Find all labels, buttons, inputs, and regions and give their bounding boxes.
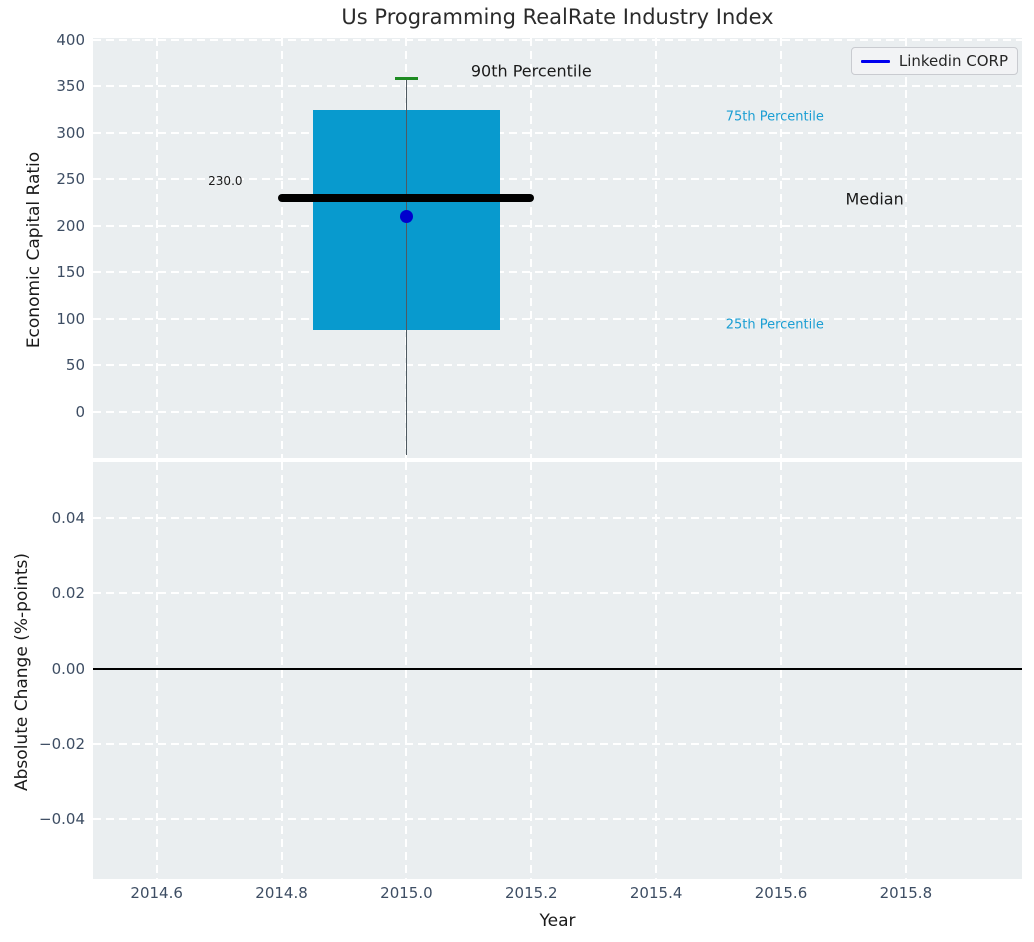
gridline-vertical <box>155 38 158 458</box>
y-tick-label: 250 <box>56 170 85 189</box>
gridline-vertical <box>655 462 658 879</box>
legend: Linkedin CORP <box>851 47 1018 75</box>
gridline-horizontal <box>93 131 1022 134</box>
x-tick-label: 2015.0 <box>380 884 433 902</box>
y-tick-label: 100 <box>56 309 85 328</box>
y-tick-label: −0.04 <box>39 810 85 829</box>
gridline-vertical <box>904 38 907 458</box>
gridline-horizontal <box>93 410 1022 413</box>
median-line <box>278 194 535 202</box>
x-tick-label: 2015.8 <box>879 884 933 902</box>
y-tick-label: 0 <box>75 402 85 421</box>
gridline-horizontal <box>93 317 1022 320</box>
bottom-y-axis-label: Absolute Change (%-points) <box>12 553 32 791</box>
top-axes-economic-capital-ratio: 90th Percentile 75th Percentile Median 25th… <box>93 38 1022 458</box>
gridline-vertical <box>780 38 782 458</box>
gridline-vertical <box>280 462 283 879</box>
y-tick-label: 150 <box>56 263 85 282</box>
gridline-vertical <box>530 462 533 879</box>
y-tick-label: 200 <box>56 216 85 235</box>
gridline-horizontal <box>93 517 1022 520</box>
x-axis-label: Year <box>539 911 576 931</box>
y-tick-label: 350 <box>56 77 85 96</box>
top-y-axis-label: Economic Capital Ratio <box>24 151 44 349</box>
gridline-vertical <box>655 38 658 458</box>
y-tick-label: 0.04 <box>51 509 85 528</box>
gridline-horizontal <box>93 271 1022 274</box>
annotation-p25-label: 25th Percentile <box>725 317 824 333</box>
x-tick-label: 2015.4 <box>629 884 683 902</box>
y-tick-label: 400 <box>56 30 85 49</box>
annotation-median-label: Median <box>845 189 904 209</box>
chart-title: Us Programming RealRate Industry Index <box>341 5 774 29</box>
legend-line-swatch <box>861 59 890 63</box>
annotation-p75-label: 75th Percentile <box>725 109 824 125</box>
gridline-horizontal <box>93 364 1022 367</box>
gridline-horizontal <box>93 224 1022 227</box>
bottom-axes-absolute-change <box>93 462 1022 879</box>
gridline-horizontal <box>93 818 1022 821</box>
legend-label: Linkedin CORP <box>898 52 1008 70</box>
gridline-vertical <box>280 38 283 458</box>
y-tick-label: −0.02 <box>39 734 85 753</box>
gridline-horizontal <box>93 178 1022 181</box>
gridline-horizontal <box>93 38 1022 41</box>
annotation-p90-label: 90th Percentile <box>470 61 592 81</box>
x-tick-label: 2015.6 <box>754 884 808 902</box>
x-tick-label: 2015.2 <box>505 884 558 902</box>
y-tick-label: 50 <box>65 356 85 375</box>
gridline-horizontal <box>93 85 1022 88</box>
y-tick-label: 0.00 <box>51 659 85 678</box>
p90-cap <box>394 76 419 80</box>
x-tick-label: 2014.8 <box>255 884 308 902</box>
gridline-horizontal <box>93 592 1022 595</box>
zero-change-line <box>93 667 1022 670</box>
y-tick-label: 300 <box>56 123 85 142</box>
gridline-vertical <box>530 38 533 458</box>
y-tick-label: 0.02 <box>51 584 85 603</box>
x-tick-label: 2014.6 <box>130 884 183 902</box>
gridline-vertical <box>405 462 408 879</box>
company-data-point <box>399 210 413 224</box>
gridline-vertical <box>904 462 907 879</box>
gridline-vertical <box>780 462 782 879</box>
whisker-line <box>405 78 408 455</box>
gridline-horizontal <box>93 742 1022 745</box>
annotation-median-value: 230.0 <box>208 174 243 189</box>
gridline-vertical <box>155 462 158 879</box>
